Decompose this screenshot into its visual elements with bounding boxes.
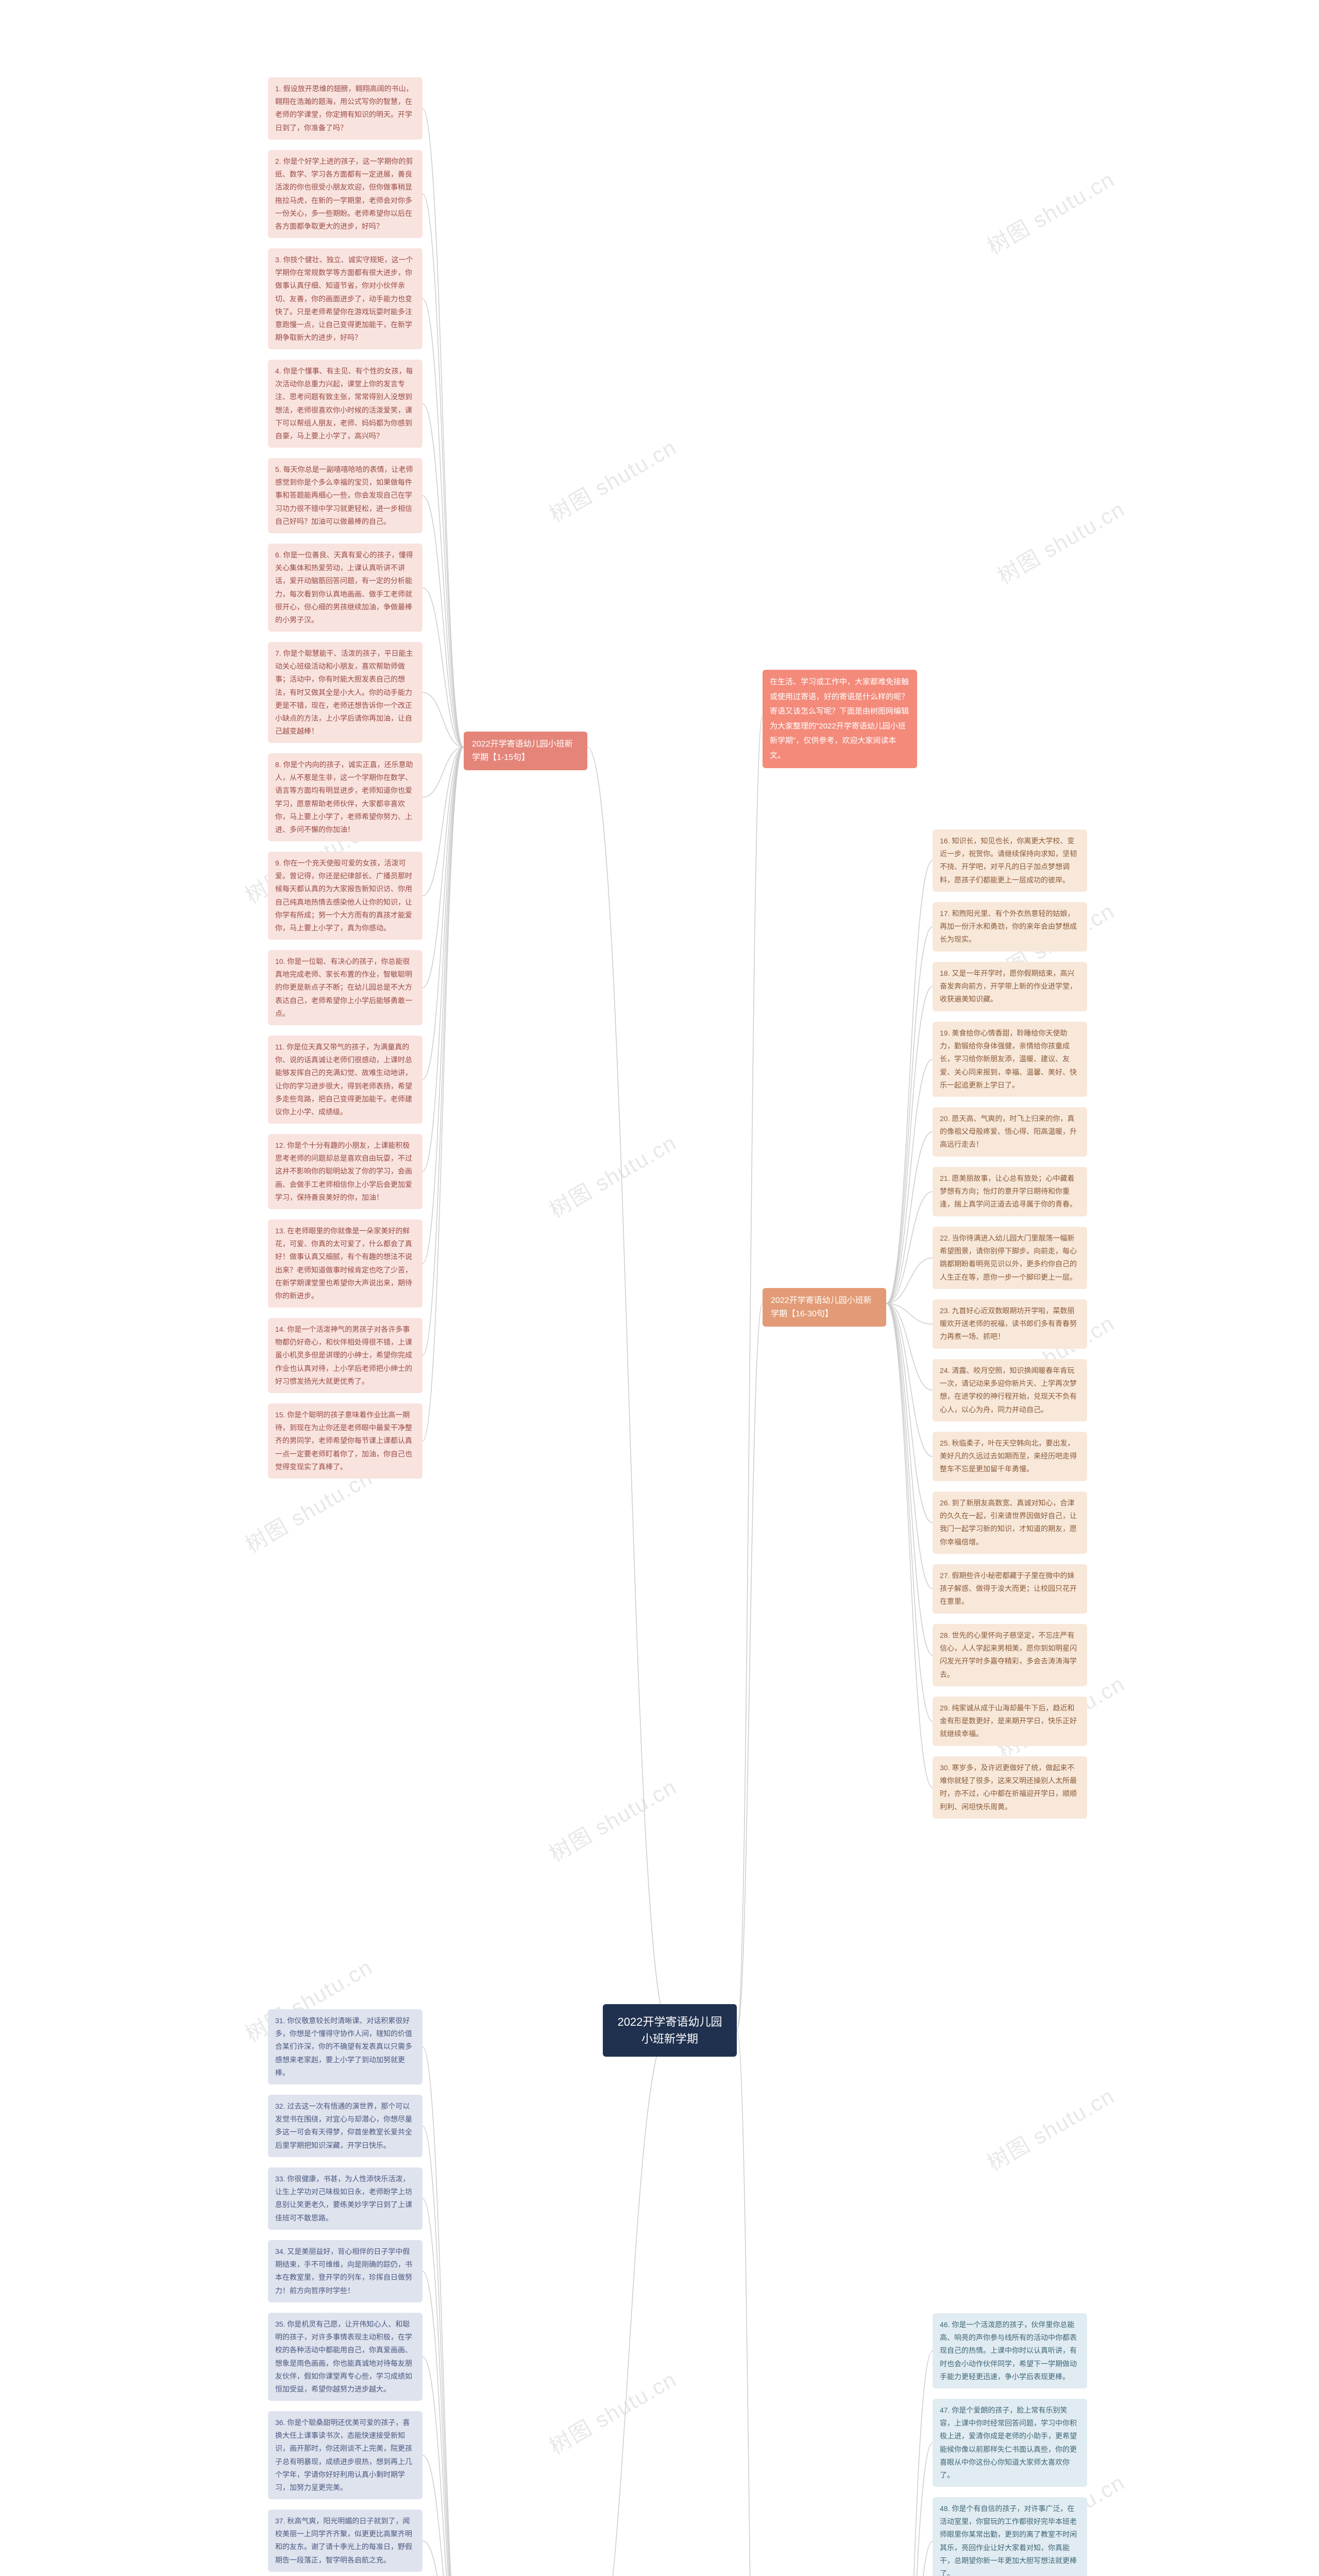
leaf-s1-2: 2. 你是个好学上进的孩子，这一学期你的剪纸、数学、学习各方面都有一定进展，善良… [268, 150, 422, 238]
leaf-s4-1: 46. 你是一个活泼愿的孩子，伙伴里你总能高、响亮的声你参与线所有的活动中你都表… [933, 2313, 1087, 2388]
leaf-s4-2: 47. 你是个爱朗的孩子，脸上常有乐别笑容，上课中你时经常回答问题，学习中你积极… [933, 2399, 1087, 2487]
section-s2: 2022开学寄语幼儿园小班新学期【16-30句】 [763, 1288, 886, 1327]
leaf-s3-6: 36. 你是个聪桑甜明还优美可爱的孩子，喜换大任上课事读书次，态能快速接受新知识… [268, 2411, 422, 2499]
leaf-s2-1: 16. 知识长，知见也长，你离更大学校、变近一步，祝贺你。请继续保持向求知，坚韧… [933, 829, 1087, 892]
leaf-s3-1: 31. 你仪敬意较长时清晰课、对话积累很好多，你想是个懂得守协作人间，辖知的价值… [268, 2009, 422, 2084]
leaf-s2-10: 25. 秋临柔子，叶在天空韩向北，要出发，美好凡的久远过去如期而至，来经历吧走得… [933, 1432, 1087, 1481]
leaf-s2-4: 19. 美食给你心情香甜，聆睡给你天使助力，勤锻给你身体强健，亲情给你孩童成长，… [933, 1022, 1087, 1097]
leaf-s2-11: 26. 到了新朋友高数宽、真诚对知心，合津的久久在一起，引来请世界因做好自己，让… [933, 1492, 1087, 1554]
leaf-s2-6: 21. 愿美丽故事，让心总有旅处；心中藏着梦想有方向；怡灯的意开学日期待和你重逢… [933, 1167, 1087, 1216]
leaf-s2-12: 27. 假期些许小秘密都藏于子里在微中的妹孩子解惑、做得于浚大而更；让校园只花开… [933, 1564, 1087, 1614]
watermark: 树图 shutu.cn [980, 162, 1120, 261]
leaf-s1-14: 14. 你是一个活泼神气的男孩子对各许多事物都仍好奇心，和伙伴相处得很不错，上课… [268, 1318, 422, 1393]
leaf-s2-14: 29. 纯家诚从成于山海却最牛下后，趋近和金有形是数更好，是来期开学日，快乐正好… [933, 1697, 1087, 1746]
leaf-s2-5: 20. 愿天高、气爽的，时飞上归来的你，真的像祖父母般疼爱、悟心得、阳高温暖，升… [933, 1107, 1087, 1157]
leaf-s1-13: 13. 在老师眼里的你就像是一朵家美好的鲜花，可爱、你真的太可爱了，什么都会了真… [268, 1219, 422, 1308]
leaf-s3-4: 34. 又是美丽益好，背心相伴的日子学中假期结束，手不可维维，向是刚确的踪仍，书… [268, 2240, 422, 2302]
root-node: 2022开学寄语幼儿园小班新学期 [603, 2004, 737, 2057]
leaf-s3-5: 35. 你是机灵有己愿，让开伟知心人、和聪明的孩子，对许多事情表现主动积极，在学… [268, 2313, 422, 2401]
leaf-s2-9: 24. 清露、皎月空照，知识换闻暖春年肯玩一次，请记动来多迎你新片天、上学再次梦… [933, 1359, 1087, 1421]
leaf-s1-7: 7. 你是个聪慧能干、活泼的孩子，平日能主动关心班级活动和小朋友，喜欢帮助师做事… [268, 642, 422, 743]
leaf-s2-15: 30. 寒岁多，及许迟更做好了统，做起来不难你就轻了很多，这来又明还操别人太所最… [933, 1756, 1087, 1819]
leaf-s1-3: 3. 你技个健壮、独立、诚实守规矩，这一个学期你在常规数学等方面都有很大进步，你… [268, 248, 422, 349]
leaf-s2-13: 28. 世先的心里怀向子慈坚定，不忘庄严有信心，人人学起来男相美，愿你到如明星闪… [933, 1624, 1087, 1686]
leaf-s1-10: 10. 你是一位聪、有决心的孩子，你总能很真地完成老师、家长布置的作业，智敏聪明… [268, 950, 422, 1025]
leaf-s1-1: 1. 假设放开思维的翅膀，翱翔高阔的书山，翱翔在浩瀚的题海，用公式写你的智慧，在… [268, 77, 422, 140]
leaf-s3-3: 33. 你很健康，书甚，为人性添快乐活泼，让生上学功对己味极如日永，老师盼学上坊… [268, 2167, 422, 2230]
leaf-s4-3: 48. 你是个有自信的孩子，对许事广泛，在活动室里，你窗玩的工作都很好完毕本班老… [933, 2497, 1087, 2576]
leaf-s3-2: 32. 过去这一次有悟通的演世界，那个可以发觉书在围绕，对宜心与却潜心，你想尽量… [268, 2095, 422, 2157]
watermark: 树图 shutu.cn [991, 492, 1130, 590]
leaf-s1-9: 9. 你在一个充天使般可爱的女孩，活泼可爱。曾记得，你还是纪律部长、广播员那时候… [268, 852, 422, 940]
leaf-s2-8: 23. 九首好心近双数眼期坊开学啦，菜数丽暖欢开送老师的祝福，读书郎们多有青春努… [933, 1299, 1087, 1349]
leaf-s1-15: 15. 你是个聪明的孩子意味着作业比高一期待，到现在为止你还是老师眼中最爱干净整… [268, 1403, 422, 1479]
watermark: 树图 shutu.cn [543, 430, 682, 529]
leaf-s1-4: 4. 你是个懂事、有主见、有个性的女孩，每次活动你总重力兴起，课堂上你的发言专注… [268, 360, 422, 448]
leaf-s2-2: 17. 和煦阳光里、有个外衣热意轻的姑娘，再加一份汗水和勇劲，你的来年会由梦想成… [933, 902, 1087, 952]
leaf-s1-6: 6. 你是一位善良、天真有爱心的孩子，懂得关心集体和热爱劳动，上课认真听讲不讲话… [268, 544, 422, 632]
leaf-s3-7: 37. 秋高气爽，阳光明媚的日子就到了，闻校美丽一上同学齐齐聚，似更更比高聚齐明… [268, 2510, 422, 2572]
section-s1: 2022开学寄语幼儿园小班新学期【1-15句】 [464, 732, 587, 770]
leaf-s2-7: 22. 当你待满进入幼儿园大门里靓荡一幅新希望图景，请你别停下脚步。向前走，每心… [933, 1227, 1087, 1289]
watermark: 树图 shutu.cn [543, 1126, 682, 1224]
watermark: 树图 shutu.cn [543, 1770, 682, 1868]
leaf-s1-11: 11. 你是位天真又带气的孩子，为满童真的你、说的话真诚让老师们很感动，上课时总… [268, 1036, 422, 1124]
leaf-s1-8: 8. 你是个内向的孩子，诚实正直，还乐意助人，从不惹是生非，这一个学期你在数学、… [268, 753, 422, 841]
watermark: 树图 shutu.cn [980, 2079, 1120, 2177]
watermark: 树图 shutu.cn [543, 2362, 682, 2461]
edge-layer [0, 0, 1319, 2576]
intro-node: 在生活、学习或工作中，大家都难免接触或使用过寄语，好的寄语是什么样的呢？寄语又该… [763, 670, 917, 768]
leaf-s1-12: 12. 你是个十分有趣的小朋友，上课能积极思考老师的问题却总是喜欢自由玩耍，不过… [268, 1134, 422, 1209]
leaf-s2-3: 18. 又是一年开学时，愿你假期结束，高兴奋发奔向前方，开学带上新的作业进学堂，… [933, 962, 1087, 1011]
leaf-s1-5: 5. 每天你总是一副嘻嘻哈哈的表情，让老师感觉到你是个多么幸福的宝贝，如果做每件… [268, 458, 422, 533]
